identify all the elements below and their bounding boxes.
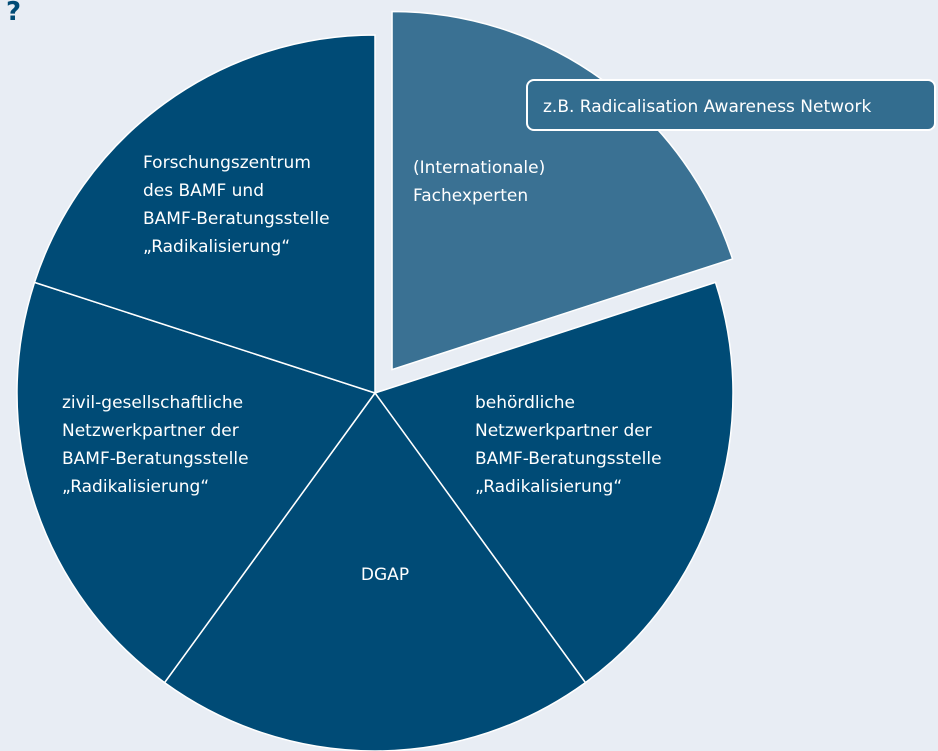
segment-label: Fachexperten xyxy=(413,186,528,206)
segment-label: zivil-gesellschaftliche xyxy=(62,393,243,413)
segment-label: BAMF-Beratungsstelle xyxy=(143,209,330,229)
pie-segment xyxy=(33,34,376,395)
segment-label: Forschungszentrum xyxy=(143,153,311,173)
labels: (Internationale) Fachexperten behördliche N… xyxy=(62,153,662,585)
segment-label: (Internationale) xyxy=(413,158,545,178)
pie-segment xyxy=(16,281,377,684)
pie xyxy=(16,10,734,751)
segment-label: des BAMF und xyxy=(143,181,264,201)
segment-label: BAMF-Beratungsstelle xyxy=(62,449,249,469)
segment-label: DGAP xyxy=(361,565,409,585)
callout-text: z.B. Radicalisation Awareness Network xyxy=(543,97,871,117)
segment-label: „Radikalisierung“ xyxy=(475,477,622,497)
segment-label: Netzwerkpartner der xyxy=(62,421,239,441)
header-fragment: ? xyxy=(6,0,21,27)
pie-segment xyxy=(373,281,734,684)
segment-label: „Radikalisierung“ xyxy=(143,237,290,257)
segment-label: BAMF-Beratungsstelle xyxy=(475,449,662,469)
segment-label: Netzwerkpartner der xyxy=(475,421,652,441)
segment-label: behördliche xyxy=(475,393,575,413)
segment-label: „Radikalisierung“ xyxy=(62,477,209,497)
callout-box xyxy=(526,79,936,131)
